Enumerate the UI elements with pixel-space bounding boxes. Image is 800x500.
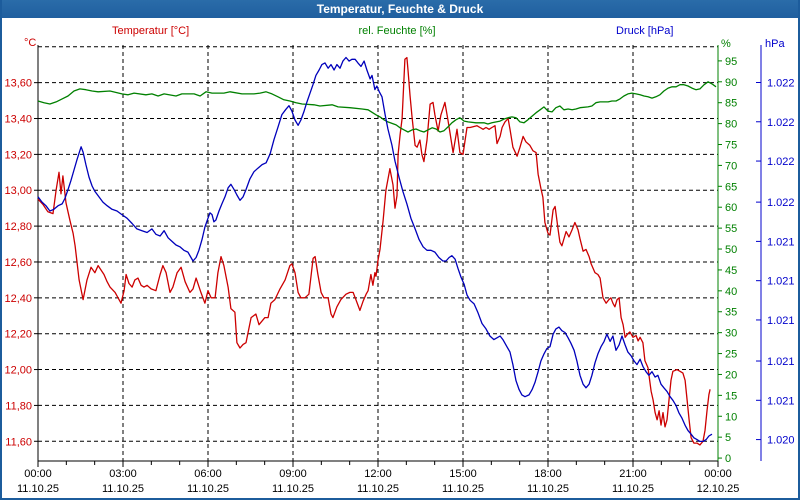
svg-text:13,00: 13,00 [4, 185, 32, 197]
svg-text:50: 50 [725, 244, 737, 256]
svg-text:1.021: 1.021 [767, 395, 795, 407]
svg-text:1.021: 1.021 [767, 276, 795, 288]
legend-temperature: Temperatur [°C] [112, 25, 190, 37]
legend-pressure: Druck [hPa] [616, 25, 674, 37]
svg-text:11.10.25: 11.10.25 [17, 483, 59, 495]
svg-text:60: 60 [725, 202, 737, 214]
svg-text:00:00: 00:00 [24, 468, 52, 480]
svg-text:1.022: 1.022 [767, 117, 795, 129]
svg-text:1.022: 1.022 [767, 156, 795, 168]
title-bar: Temperatur, Feuchte & Druck [2, 0, 798, 18]
svg-text:11.10.25: 11.10.25 [102, 483, 144, 495]
right-axis-unit: % [721, 38, 731, 50]
svg-text:55: 55 [725, 223, 737, 235]
svg-text:11,80: 11,80 [5, 400, 32, 412]
svg-text:11.10.25: 11.10.25 [612, 483, 654, 495]
legend-humidity: rel. Feuchte [%] [358, 25, 436, 37]
svg-text:1.021: 1.021 [767, 356, 795, 368]
svg-text:13,20: 13,20 [4, 149, 32, 161]
svg-text:90: 90 [725, 77, 737, 89]
svg-text:15:00: 15:00 [449, 468, 477, 480]
svg-text:11.10.25: 11.10.25 [272, 483, 314, 495]
svg-text:11.10.25: 11.10.25 [187, 483, 229, 495]
series-line-temperatur [37, 56, 711, 446]
svg-text:00:00: 00:00 [704, 468, 732, 480]
svg-text:09:00: 09:00 [279, 468, 307, 480]
svg-text:12,80: 12,80 [4, 221, 32, 233]
svg-text:12.10.25: 12.10.25 [697, 483, 740, 495]
svg-text:11.10.25: 11.10.25 [357, 483, 399, 495]
svg-text:70: 70 [725, 160, 737, 172]
svg-text:12,00: 12,00 [4, 365, 32, 377]
svg-text:12,40: 12,40 [4, 293, 32, 305]
series-line-rel-feuchte [37, 81, 717, 133]
series-line-druck [37, 56, 713, 443]
far-right-axis-unit: hPa [765, 38, 785, 50]
svg-text:1.020: 1.020 [767, 435, 795, 447]
svg-text:35: 35 [725, 307, 737, 319]
svg-text:18:00: 18:00 [534, 468, 562, 480]
svg-text:13,40: 13,40 [4, 114, 32, 126]
left-axis-unit: °C [24, 37, 37, 49]
svg-text:1.022: 1.022 [767, 77, 795, 89]
svg-text:65: 65 [725, 181, 737, 193]
svg-text:15: 15 [725, 390, 737, 402]
svg-text:12,20: 12,20 [4, 329, 32, 341]
svg-text:40: 40 [725, 286, 737, 298]
svg-text:06:00: 06:00 [194, 468, 222, 480]
svg-text:1.022: 1.022 [767, 197, 795, 209]
svg-text:12,60: 12,60 [4, 257, 32, 269]
svg-text:13,60: 13,60 [4, 78, 32, 90]
svg-text:25: 25 [725, 349, 737, 361]
svg-text:11,60: 11,60 [5, 436, 32, 448]
svg-text:45: 45 [725, 265, 737, 277]
svg-text:75: 75 [725, 140, 737, 152]
window-title: Temperatur, Feuchte & Druck [316, 2, 484, 16]
svg-text:21:00: 21:00 [619, 468, 647, 480]
svg-text:1.021: 1.021 [767, 236, 795, 248]
svg-text:85: 85 [725, 98, 737, 110]
svg-text:95: 95 [725, 56, 737, 68]
svg-text:20: 20 [725, 369, 737, 381]
svg-text:03:00: 03:00 [109, 468, 137, 480]
svg-text:5: 5 [725, 432, 731, 444]
svg-text:80: 80 [725, 119, 737, 131]
svg-text:12:00: 12:00 [364, 468, 392, 480]
svg-text:11.10.25: 11.10.25 [527, 483, 569, 495]
svg-text:10: 10 [725, 411, 737, 423]
svg-text:1.021: 1.021 [767, 315, 795, 327]
svg-text:0: 0 [725, 453, 731, 465]
svg-text:30: 30 [725, 328, 737, 340]
svg-text:11.10.25: 11.10.25 [442, 483, 484, 495]
